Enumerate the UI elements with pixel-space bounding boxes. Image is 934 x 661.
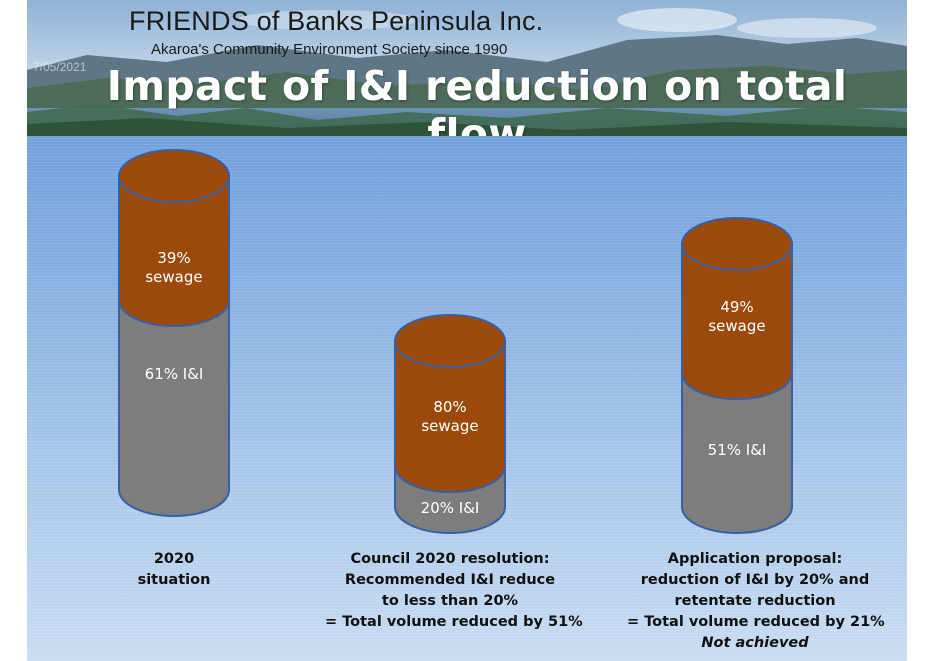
caption-council-resolution: Council 2020 resolution: Recommended I&I… bbox=[325, 549, 583, 633]
ii-segment bbox=[118, 299, 230, 517]
sewage-percent: 80% bbox=[433, 398, 467, 416]
org-subtitle: Akaroa's Community Environment Society s… bbox=[151, 41, 508, 58]
cylinder-council-resolution bbox=[394, 314, 506, 534]
sewage-percent-label: 80% sewage bbox=[395, 398, 505, 436]
sewage-segment bbox=[681, 243, 793, 400]
sewage-word: sewage bbox=[145, 268, 203, 286]
cylinder-application-proposal bbox=[681, 217, 793, 534]
caption-line: retentate reduction bbox=[674, 593, 836, 609]
caption-line: to less than 20% bbox=[381, 593, 519, 609]
slide: FRIENDS of Banks Peninsula Inc. Akaroa's… bbox=[27, 0, 907, 661]
caption-line: situation bbox=[137, 572, 211, 588]
cylinder-top bbox=[681, 217, 793, 271]
cylinder-top bbox=[118, 149, 230, 203]
landscape-banner-image bbox=[27, 0, 907, 136]
caption-line: Application proposal: bbox=[667, 551, 843, 567]
sewage-percent-label: 39% sewage bbox=[119, 249, 229, 287]
sewage-word: sewage bbox=[708, 317, 766, 335]
sewage-segment bbox=[394, 340, 506, 493]
cylinder-top bbox=[394, 314, 506, 368]
caption-line: = Total volume reduced by 51% bbox=[325, 614, 583, 630]
caption-line: = Total volume reduced by 21% bbox=[627, 614, 885, 630]
sewage-percent-label: 49% sewage bbox=[682, 298, 792, 336]
caption-line: Council 2020 resolution: bbox=[350, 551, 550, 567]
cylinder-2020-situation bbox=[118, 149, 230, 517]
caption-2020-situation: 2020 situation bbox=[74, 549, 274, 591]
header-banner: FRIENDS of Banks Peninsula Inc. Akaroa's… bbox=[27, 0, 907, 136]
caption-line: 2020 bbox=[153, 551, 195, 567]
slide-title: Impact of I&I reduction on total flow bbox=[106, 62, 848, 136]
sewage-segment bbox=[118, 175, 230, 327]
date-stamp: 7/05/2021 bbox=[33, 60, 87, 74]
ii-percent-label: 20% I&I bbox=[420, 499, 480, 517]
cylinder-diagram bbox=[118, 149, 793, 534]
org-title: FRIENDS of Banks Peninsula Inc. bbox=[129, 6, 544, 36]
caption-line: Recommended I&I reduce bbox=[344, 572, 556, 588]
caption-line: reduction of I&I by 20% and bbox=[640, 572, 870, 588]
sewage-percent: 49% bbox=[720, 298, 754, 316]
caption-application-proposal: Application proposal: reduction of I&I b… bbox=[627, 549, 885, 654]
not-achieved-note: Not achieved bbox=[701, 635, 809, 651]
ii-percent-label: 51% I&I bbox=[707, 441, 767, 459]
sewage-word: sewage bbox=[421, 417, 479, 435]
sewage-percent: 39% bbox=[157, 249, 191, 267]
ii-percent-label: 61% I&I bbox=[144, 365, 204, 383]
